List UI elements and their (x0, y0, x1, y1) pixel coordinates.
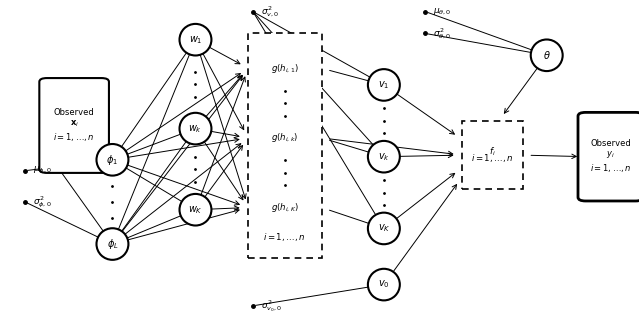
Text: Observed
$y_i$
$i=1,\ldots,n$: Observed $y_i$ $i=1,\ldots,n$ (589, 139, 632, 174)
Ellipse shape (179, 24, 211, 56)
FancyBboxPatch shape (462, 121, 523, 189)
Text: $\mu_{\phi,0}$: $\mu_{\phi,0}$ (33, 165, 51, 176)
Ellipse shape (179, 194, 211, 226)
Ellipse shape (531, 40, 563, 71)
Ellipse shape (368, 269, 400, 301)
Ellipse shape (97, 228, 129, 260)
Text: $w_1$: $w_1$ (189, 34, 202, 46)
Text: $i=1,\ldots,n$: $i=1,\ldots,n$ (264, 231, 307, 243)
Text: $g(h_{i,K})$: $g(h_{i,K})$ (271, 201, 299, 214)
Text: $v_K$: $v_K$ (378, 222, 390, 234)
Text: $\theta$: $\theta$ (543, 49, 550, 61)
Ellipse shape (97, 144, 129, 176)
Ellipse shape (179, 113, 211, 144)
Text: $\sigma^2_{\theta,0}$: $\sigma^2_{\theta,0}$ (433, 26, 451, 41)
Text: $\phi_1$: $\phi_1$ (106, 153, 118, 167)
Text: $w_K$: $w_K$ (188, 204, 203, 216)
Text: $w_k$: $w_k$ (188, 123, 202, 135)
Text: Observed
$\mathbf{x}_i$
$i=1,\ldots,n$: Observed $\mathbf{x}_i$ $i=1,\ldots,n$ (53, 108, 95, 143)
Text: $\sigma^2_{\phi,0}$: $\sigma^2_{\phi,0}$ (33, 194, 51, 210)
FancyBboxPatch shape (248, 33, 321, 258)
Text: $v_k$: $v_k$ (378, 151, 390, 162)
Text: $f_i$: $f_i$ (489, 145, 496, 158)
Text: $\sigma^2_{v,0}$: $\sigma^2_{v,0}$ (260, 4, 279, 19)
Text: $\phi_L$: $\phi_L$ (106, 237, 118, 251)
FancyBboxPatch shape (39, 78, 109, 173)
Text: $g(h_{i,k})$: $g(h_{i,k})$ (271, 131, 299, 144)
Ellipse shape (368, 141, 400, 173)
Text: $\sigma^2_{v_0,0}$: $\sigma^2_{v_0,0}$ (260, 298, 282, 314)
Text: $v_0$: $v_0$ (378, 279, 390, 290)
Ellipse shape (368, 69, 400, 101)
Ellipse shape (368, 213, 400, 244)
Text: $i=1,\ldots,n$: $i=1,\ldots,n$ (471, 152, 514, 164)
Text: $v_1$: $v_1$ (378, 79, 390, 91)
Text: $g(h_{i,1})$: $g(h_{i,1})$ (271, 62, 299, 75)
Text: $\mu_{\theta,0}$: $\mu_{\theta,0}$ (433, 6, 452, 17)
FancyBboxPatch shape (578, 112, 640, 201)
